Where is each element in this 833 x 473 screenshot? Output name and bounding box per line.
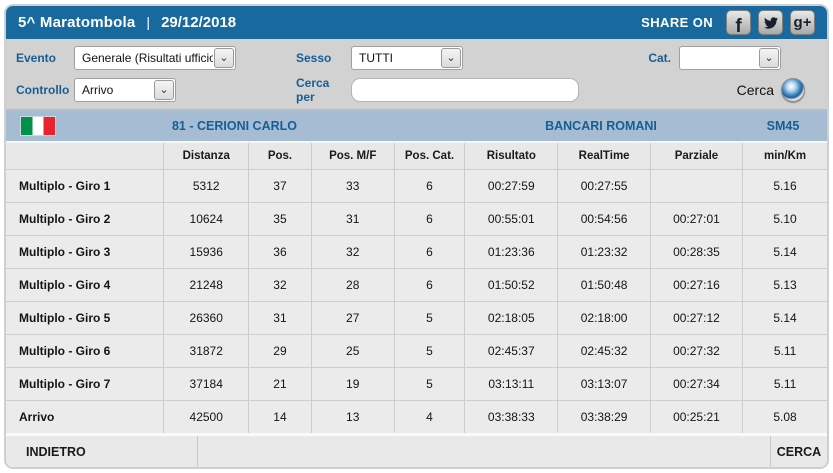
cerca-label: Cerca (736, 82, 774, 98)
sesso-select[interactable]: TUTTI ⌄ (351, 46, 463, 70)
search-eye-icon[interactable] (781, 78, 805, 102)
filter-row-1: Evento Generale (Risultati ufficiosi) ⌄ … (16, 45, 817, 71)
cat-label: Cat. (648, 51, 671, 65)
footer-spacer (198, 436, 770, 467)
table-row: Multiplo - Giro 4 21248 32 28 6 01:50:52 01:50… (6, 267, 827, 301)
title-separator: | (146, 14, 151, 30)
col-header-parziale: Parziale (650, 141, 744, 169)
cerca-per-input[interactable] (351, 78, 579, 102)
athlete-category: SM45 (766, 119, 800, 133)
page-title: 5^ Maratombola (18, 14, 136, 31)
chevron-down-icon[interactable]: ⌄ (154, 80, 174, 100)
cerca-button-group: Cerca (737, 78, 805, 102)
chevron-down-icon[interactable]: ⌄ (214, 48, 234, 68)
table-row: Multiplo - Giro 7 37184 21 19 5 03:13:11 03:13… (6, 366, 827, 400)
col-header-realtime: RealTime (557, 141, 651, 169)
chevron-down-icon[interactable]: ⌄ (441, 48, 461, 68)
col-header-risultato: Risultato (464, 141, 559, 169)
table-row: Multiplo - Giro 2 10624 35 31 6 00:55:01 00:54… (6, 201, 827, 235)
cerca-per-label: Cerca per (296, 76, 330, 104)
controllo-label: Controllo (16, 83, 70, 97)
col-header-pos-mf: Pos. M/F (311, 141, 395, 169)
twitter-icon[interactable] (758, 10, 783, 35)
athlete-team: BANCARI ROMANI (545, 119, 657, 133)
chevron-down-icon[interactable]: ⌄ (759, 48, 779, 68)
splits-table: Distanza Pos. Pos. M/F Pos. Cat. Risulta… (6, 141, 827, 433)
table-header-row: Distanza Pos. Pos. M/F Pos. Cat. Risulta… (6, 141, 827, 169)
event-date: 29/12/2018 (161, 14, 237, 31)
cat-select[interactable]: ⌄ (679, 46, 781, 70)
share-on-label: SHARE ON (641, 15, 713, 30)
title-bar: 5^ Maratombola | 29/12/2018 SHARE ON f g… (6, 6, 827, 39)
col-header-distanza: Distanza (163, 141, 250, 169)
table-row: Multiplo - Giro 1 5312 37 33 6 00:27:59 00:27:… (6, 168, 827, 202)
googleplus-icon[interactable]: g+ (790, 10, 815, 35)
table-row: Multiplo - Giro 3 15936 36 32 6 01:23:36 01:23… (6, 234, 827, 268)
athlete-header-bar: 81 - CERIONI CARLO BANCARI ROMANI SM45 (6, 111, 827, 141)
indietro-button[interactable]: INDIETRO (6, 436, 198, 467)
athlete-bib-name: 81 - CERIONI CARLO (171, 119, 297, 133)
table-row: Arrivo 42500 14 13 4 03:38:33 03:38:29 00:25:21… (6, 399, 827, 433)
facebook-icon[interactable]: f (726, 10, 751, 35)
evento-select[interactable]: Generale (Risultati ufficiosi) ⌄ (74, 46, 236, 70)
col-header-pos-cat: Pos. Cat. (394, 141, 466, 169)
results-widget: 5^ Maratombola | 29/12/2018 SHARE ON f g… (4, 4, 829, 469)
filter-panel: Evento Generale (Risultati ufficiosi) ⌄ … (6, 39, 827, 111)
col-header-pos: Pos. (248, 141, 312, 169)
table-row: Multiplo - Giro 5 26360 31 27 5 02:18:05 02:18… (6, 300, 827, 334)
evento-label: Evento (16, 51, 57, 65)
table-row: Multiplo - Giro 6 31872 29 25 5 02:45:37 02:45… (6, 333, 827, 367)
footer-bar: INDIETRO CERCA (6, 433, 827, 467)
filter-row-2: Controllo Arrivo ⌄ Cerca per Cerca (16, 76, 817, 104)
sesso-label: Sesso (296, 51, 332, 65)
cerca-footer-button[interactable]: CERCA (770, 436, 827, 467)
italy-flag-icon (20, 116, 56, 136)
controllo-select[interactable]: Arrivo ⌄ (74, 78, 176, 102)
event-title-group: 5^ Maratombola | 29/12/2018 (18, 14, 236, 31)
share-bar: SHARE ON f g+ (641, 10, 815, 35)
col-header-lap (6, 141, 165, 169)
col-header-min-km: min/Km (742, 141, 827, 169)
